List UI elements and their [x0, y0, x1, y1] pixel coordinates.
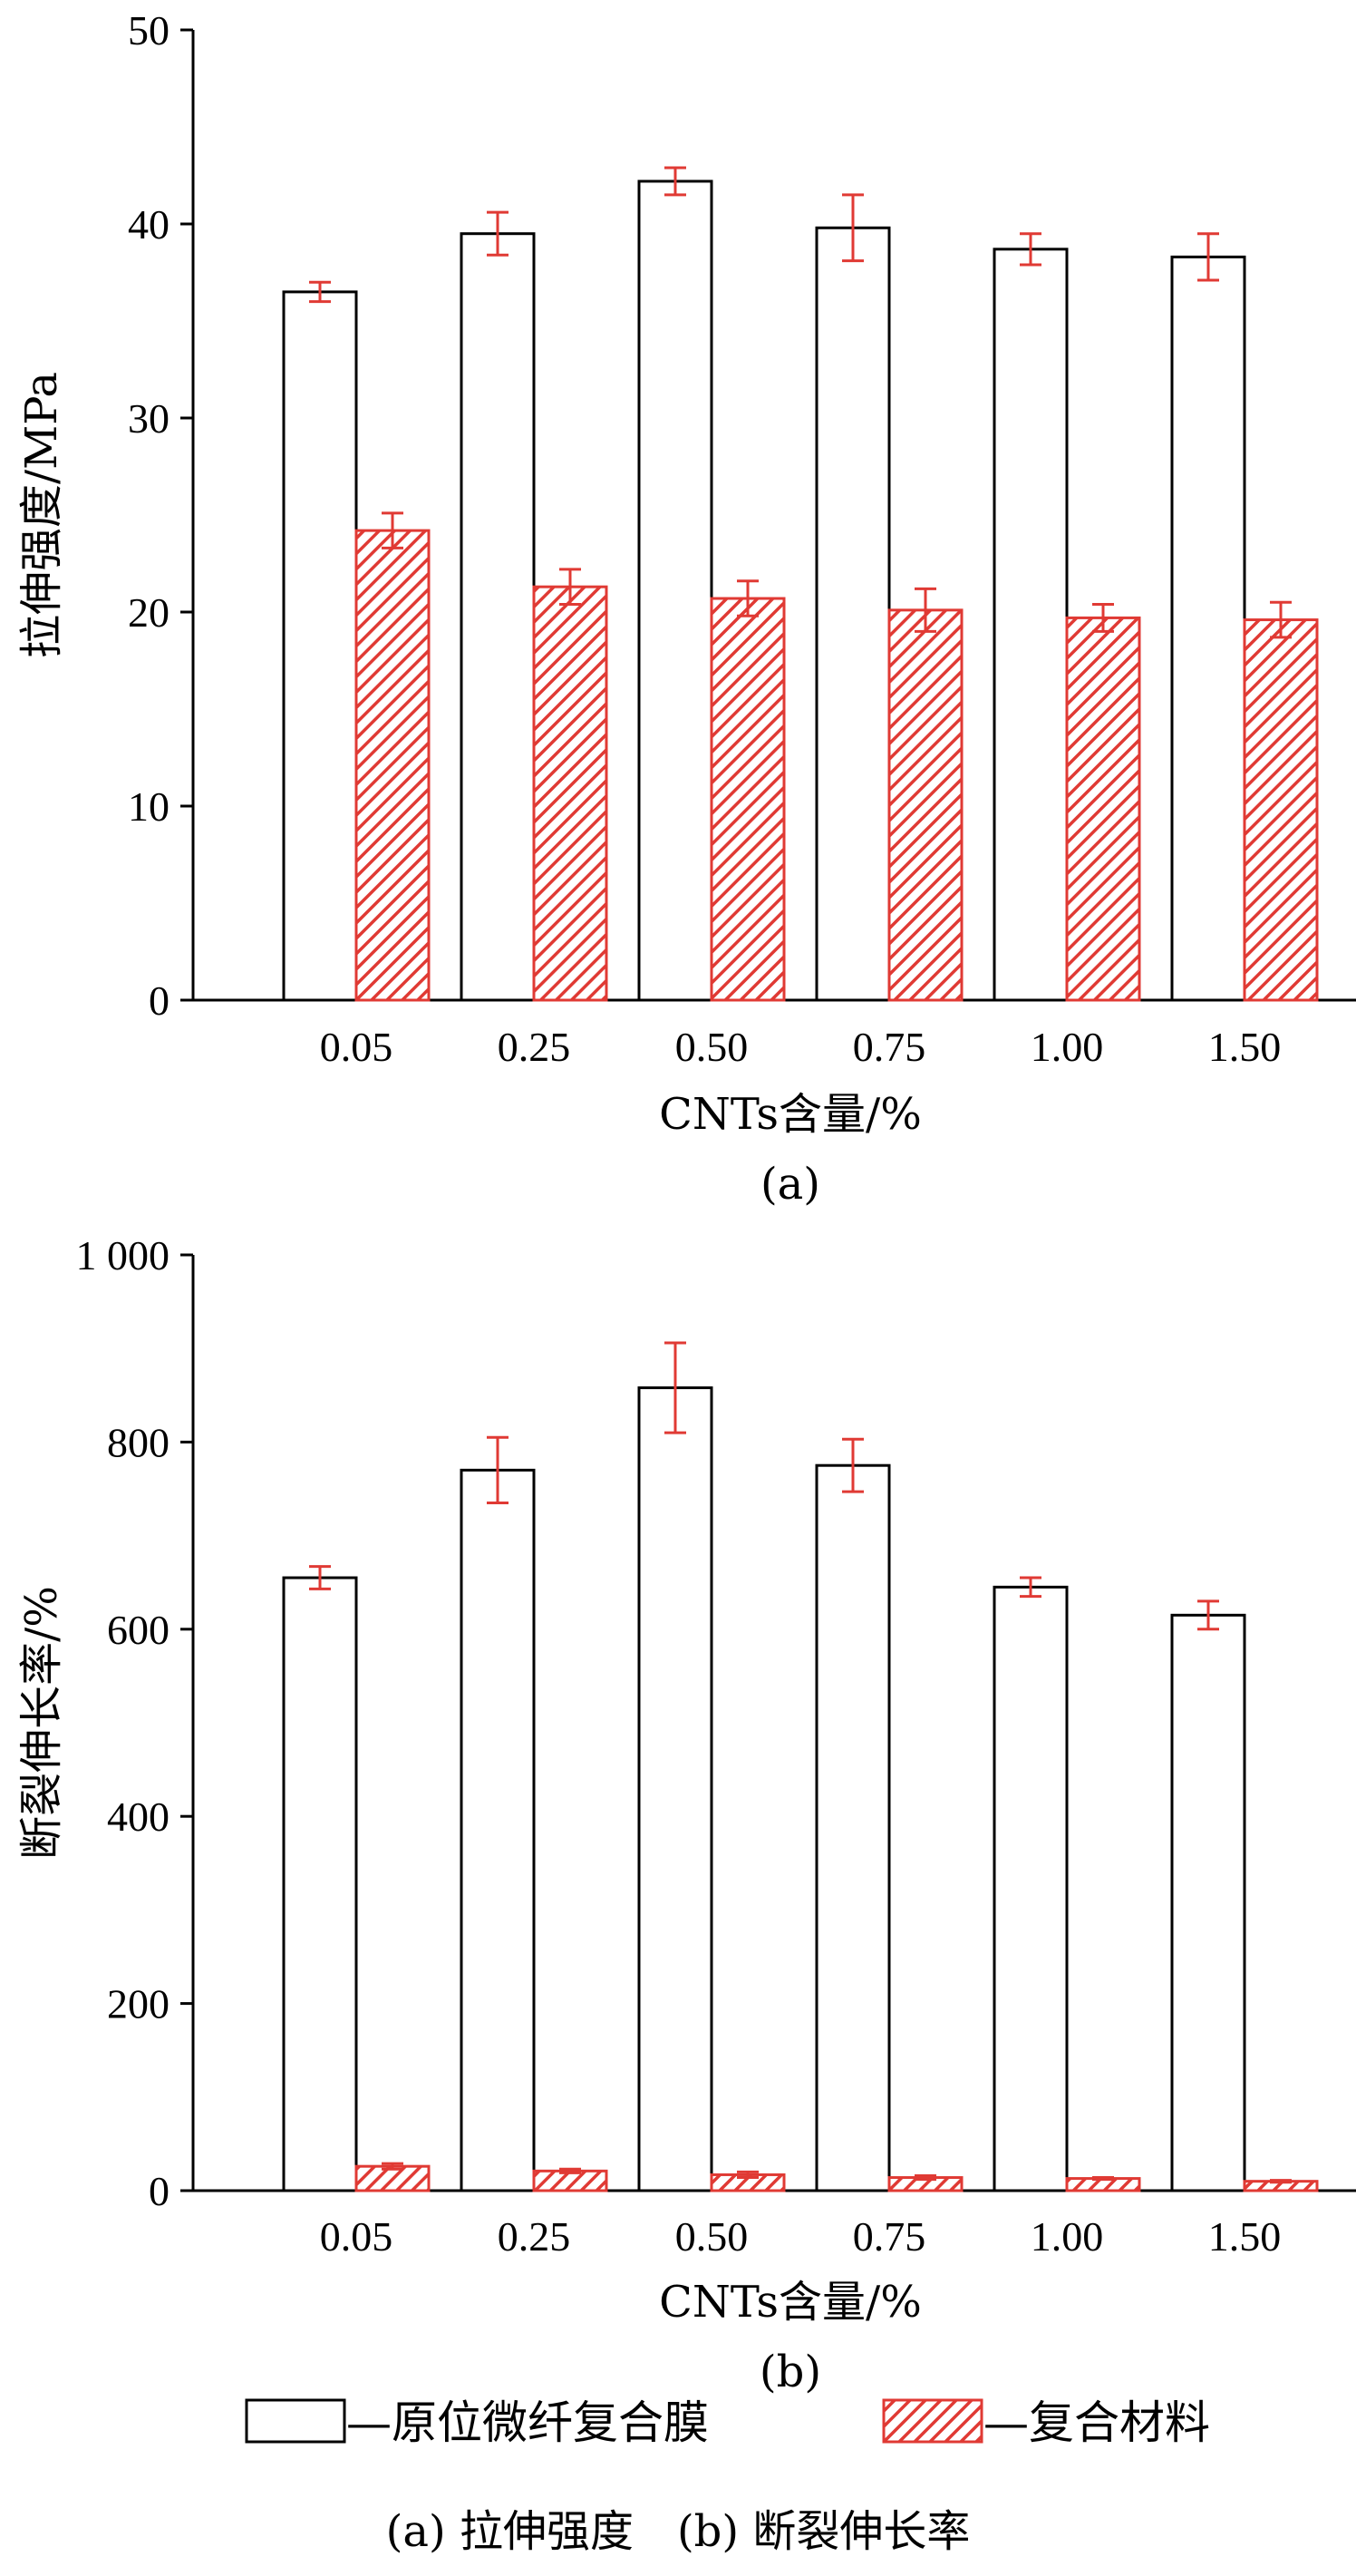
bar-film-b-4: [993, 1585, 1069, 2192]
bar-composite-a-4: [1065, 616, 1141, 1002]
x-tick-label-b: 0.25: [498, 2213, 571, 2260]
y-tick-label-a: 40: [128, 201, 170, 248]
bar-film-a-0: [282, 290, 358, 1002]
bar-film-b-0: [282, 1576, 358, 2192]
bar-composite-a-5: [1243, 618, 1319, 1002]
y-axis-title-b: 断裂伸长率/%: [16, 1586, 67, 1860]
y-tick-label-b: 1 000: [76, 1232, 170, 1278]
chart-panel-a: 0 10 20 30 40 50 拉伸强度/MPa 0.05 0.25 0.50 0.75 1.00 1…: [16, 7, 1356, 1210]
bar-film-a-2: [637, 180, 713, 1002]
y-tick-label-b: 200: [107, 1981, 170, 2027]
legend-label-film: —原位微纤复合膜: [346, 2396, 709, 2449]
bar-film-a-1: [460, 232, 536, 1002]
x-tick-label-a: 0.50: [675, 1024, 749, 1070]
x-tick-label-a: 1.00: [1031, 1024, 1104, 1070]
x-tick-label-b: 0.50: [675, 2213, 749, 2260]
x-tick-label-b: 0.75: [853, 2213, 926, 2260]
x-axis-title-b: CNTs含量/%: [659, 2277, 922, 2328]
bar-film-b-5: [1170, 1613, 1246, 2192]
y-tick-label-b: 600: [107, 1607, 170, 1653]
legend-swatch-hatch: [882, 2398, 983, 2444]
bar-film-a-3: [815, 226, 891, 1002]
y-tick-label-b: 800: [107, 1419, 170, 1465]
chart-panel-b: 0 200 400 600 800 1 000 断裂伸长率/% 0.05 0.25 0.50 0.7…: [16, 1232, 1356, 2397]
y-tick-label-a: 20: [128, 589, 170, 636]
x-tick-label-a: 0.05: [320, 1024, 393, 1070]
x-tick-label-b: 0.05: [320, 2213, 393, 2260]
x-tick-label-a: 0.75: [853, 1024, 926, 1070]
y-tick-label-b: 400: [107, 1793, 170, 1840]
y-tick-label-a: 30: [128, 395, 170, 442]
bar-composite-a-0: [354, 529, 431, 1002]
x-tick-label-b: 1.00: [1031, 2213, 1104, 2260]
bar-film-a-4: [993, 248, 1069, 1002]
figure-caption: (a) 拉伸强度 (b) 断裂伸长率: [386, 2506, 971, 2557]
x-axis-title-a: CNTs含量/%: [659, 1089, 922, 1140]
panel-label-b: (b): [760, 2347, 821, 2397]
bar-film-b-1: [460, 1468, 536, 2192]
bar-film-b-2: [637, 1386, 713, 2192]
x-tick-label-a: 0.25: [498, 1024, 571, 1070]
bar-film-a-5: [1170, 255, 1246, 1002]
legend-swatch-white: [245, 2398, 346, 2444]
bar-composite-a-2: [710, 597, 786, 1002]
y-tick-label-a: 50: [128, 7, 170, 53]
panel-label-a: (a): [760, 1159, 820, 1210]
x-tick-label-b: 1.50: [1208, 2213, 1282, 2260]
bar-film-b-3: [815, 1463, 891, 2192]
y-tick-label-b: 0: [149, 2168, 170, 2214]
y-axis-title-a: 拉伸强度/MPa: [16, 372, 67, 658]
y-tick-label-a: 10: [128, 783, 170, 830]
bar-composite-a-3: [887, 608, 964, 1002]
bar-composite-a-1: [532, 585, 608, 1002]
legend: —原位微纤复合膜 —复合材料: [245, 2396, 1210, 2449]
legend-label-composite: —复合材料: [983, 2396, 1210, 2449]
x-tick-label-a: 1.50: [1208, 1024, 1282, 1070]
y-tick-label-a: 0: [149, 977, 170, 1024]
